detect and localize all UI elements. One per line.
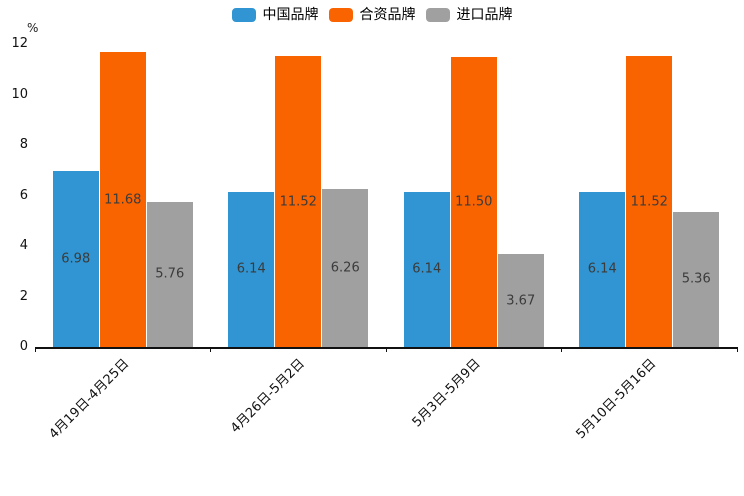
x-axis-tick bbox=[736, 347, 738, 352]
bar-value-label: 11.52 bbox=[279, 194, 317, 210]
x-tick-label: 5月10日-5月16日 bbox=[573, 356, 660, 443]
legend-item-label: 进口品牌 bbox=[456, 7, 513, 23]
bar-中国品牌[interactable]: 6.98 bbox=[52, 170, 99, 347]
bar-合资品牌[interactable]: 11.52 bbox=[275, 56, 322, 347]
y-tick-label: 6 bbox=[19, 187, 28, 203]
bar-value-label: 6.14 bbox=[587, 261, 617, 277]
bar-value-label: 3.67 bbox=[506, 293, 536, 309]
legend-item-3[interactable]: 进口品牌 bbox=[425, 7, 513, 23]
legend-swatch-icon bbox=[231, 8, 256, 22]
bar-中国品牌[interactable]: 6.14 bbox=[403, 191, 450, 347]
legend-swatch-icon bbox=[328, 8, 353, 22]
bar-中国品牌[interactable]: 6.14 bbox=[579, 191, 626, 347]
bar-进口品牌[interactable]: 5.36 bbox=[673, 211, 720, 347]
bar-合资品牌[interactable]: 11.68 bbox=[99, 52, 146, 347]
y-axis-unit-label: % bbox=[27, 21, 39, 35]
x-axis-labels: 4月19日-4月25日 4月26日-5月2日 5月3日-5月9日 5月10日-5月16… bbox=[35, 44, 737, 442]
bar-进口品牌[interactable]: 3.67 bbox=[497, 254, 544, 347]
bar-value-label: 6.98 bbox=[61, 251, 91, 267]
y-axis-tick-labels: 0 2 4 6 8 10 12 bbox=[11, 36, 737, 354]
bar-group-3: 6.14 11.50 3.67 bbox=[386, 44, 562, 347]
x-axis-tick bbox=[561, 347, 562, 352]
bar-value-label: 6.14 bbox=[236, 261, 266, 277]
bar-进口品牌[interactable]: 5.76 bbox=[146, 201, 193, 347]
plot-area: 0 2 4 6 8 10 12 6.98 11.68 5.76 6.14 11.52 6.26 6.14… bbox=[11, 36, 738, 442]
bar-group-2: 6.14 11.52 6.26 bbox=[211, 44, 387, 347]
x-axis-tick bbox=[385, 347, 387, 352]
bar-value-label: 5.76 bbox=[155, 266, 185, 282]
legend: 中国品牌 合资品牌 进口品牌 bbox=[0, 8, 744, 22]
y-tick-label: 2 bbox=[19, 288, 28, 304]
bar-group-4: 6.14 11.52 5.36 bbox=[562, 44, 738, 347]
bar-value-label: 5.36 bbox=[681, 271, 711, 287]
legend-item-1[interactable]: 中国品牌 bbox=[231, 7, 319, 23]
legend-item-label: 合资品牌 bbox=[359, 7, 416, 23]
x-axis-tick bbox=[210, 347, 211, 352]
y-tick-label: 0 bbox=[19, 339, 28, 354]
bar-value-label: 11.50 bbox=[455, 194, 493, 210]
y-tick-label: 12 bbox=[11, 36, 28, 51]
bar-value-label: 6.26 bbox=[330, 260, 360, 276]
x-tick-label: 4月26日-5月2日 bbox=[228, 356, 309, 437]
bar-进口品牌[interactable]: 6.26 bbox=[322, 188, 369, 347]
bar-value-label: 11.68 bbox=[104, 192, 142, 208]
bar-groups: 6.98 11.68 5.76 6.14 11.52 6.26 6.14 11.50 3.67 6… bbox=[35, 44, 737, 347]
bar-group-1: 6.98 11.68 5.76 bbox=[35, 44, 211, 347]
x-tick-label: 4月19日-4月25日 bbox=[46, 356, 133, 443]
legend-item-label: 中国品牌 bbox=[262, 7, 319, 23]
bar-合资品牌[interactable]: 11.52 bbox=[626, 56, 673, 347]
y-tick-label: 8 bbox=[19, 137, 28, 153]
legend-swatch-icon bbox=[425, 8, 450, 22]
bar-value-label: 11.52 bbox=[630, 194, 668, 210]
x-tick-label: 5月3日-5月9日 bbox=[409, 356, 484, 431]
legend-item-2[interactable]: 合资品牌 bbox=[328, 7, 416, 23]
x-axis-ticks bbox=[34, 44, 738, 352]
bar-中国品牌[interactable]: 6.14 bbox=[228, 191, 275, 347]
bar-value-label: 6.14 bbox=[412, 261, 442, 277]
x-axis-tick bbox=[34, 347, 36, 352]
bar-合资品牌[interactable]: 11.50 bbox=[450, 56, 497, 347]
y-tick-label: 10 bbox=[11, 86, 28, 102]
y-tick-label: 4 bbox=[19, 238, 28, 254]
